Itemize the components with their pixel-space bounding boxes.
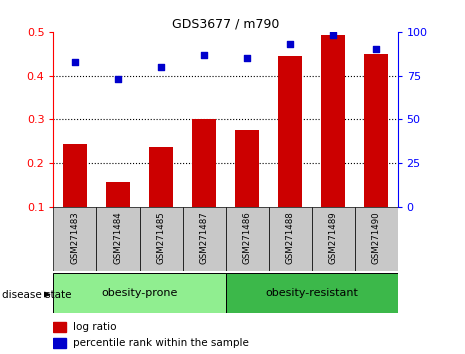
Text: GSM271490: GSM271490 [372,211,380,264]
Bar [235,130,259,251]
Bar [354,207,398,271]
Point [114,76,122,82]
Text: obesity-resistant: obesity-resistant [265,288,358,298]
Bar [278,56,302,251]
Bar [53,207,97,271]
Point [157,64,165,70]
Bar [312,207,354,271]
Text: log ratio: log ratio [73,322,116,332]
Text: GSM271486: GSM271486 [243,211,252,264]
Bar [63,144,87,251]
Bar [364,54,388,251]
Bar [182,207,226,271]
Bar [140,207,182,271]
Point [329,33,337,38]
Title: GDS3677 / m790: GDS3677 / m790 [172,18,279,31]
Bar [268,207,312,271]
Text: percentile rank within the sample: percentile rank within the sample [73,338,248,348]
Point [243,55,251,61]
Bar [53,338,66,348]
Text: GSM271488: GSM271488 [286,211,294,264]
Bar [106,182,130,251]
Point [372,46,380,52]
Point [71,59,79,64]
Point [286,41,294,47]
Bar [321,35,345,251]
Bar [226,207,268,271]
Text: GSM271485: GSM271485 [157,211,166,264]
Text: GSM271489: GSM271489 [329,211,338,264]
Text: GSM271484: GSM271484 [113,211,122,264]
Point [200,52,208,57]
Text: GSM271487: GSM271487 [199,211,208,264]
Bar [192,120,216,251]
Text: obesity-prone: obesity-prone [101,288,178,298]
Text: GSM271483: GSM271483 [71,211,80,264]
Bar [149,147,173,251]
Bar [97,207,140,271]
Bar [53,273,226,313]
Text: disease state: disease state [2,290,72,299]
Bar [226,273,398,313]
Bar [53,322,66,332]
